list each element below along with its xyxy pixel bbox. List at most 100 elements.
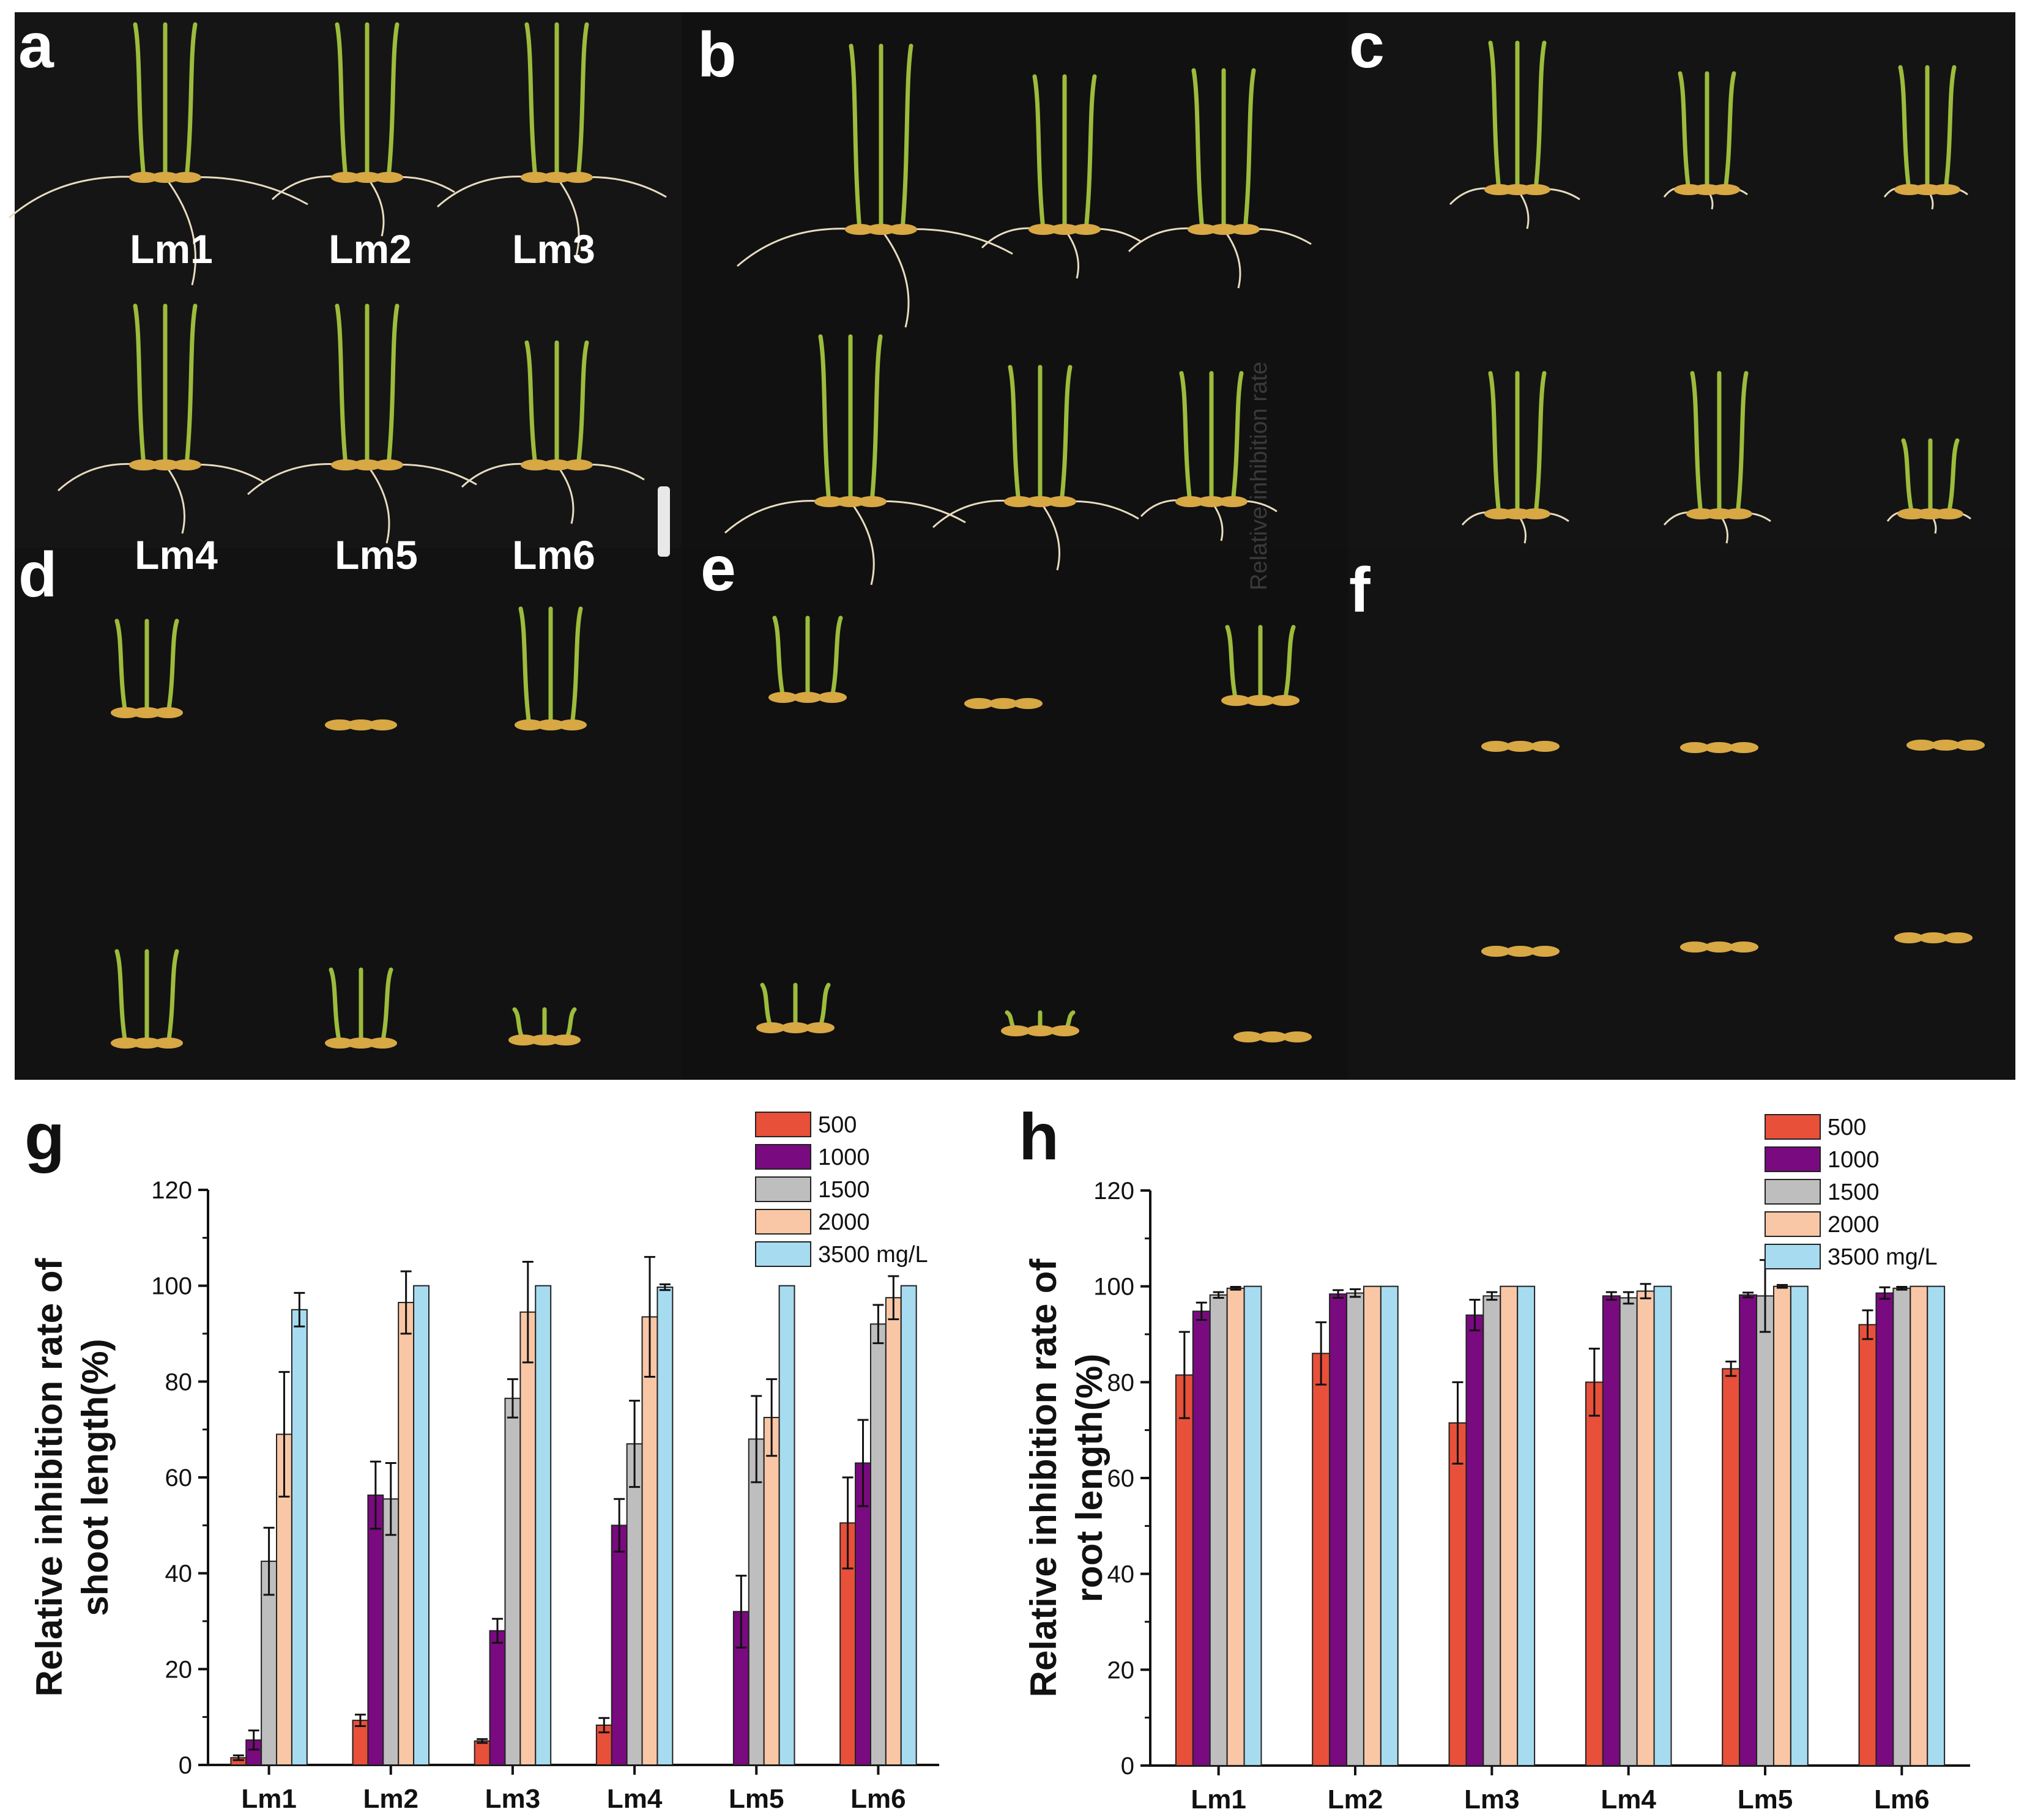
bar: [1500, 1285, 1519, 1766]
seed-grain: [1050, 224, 1079, 235]
seedling-group: [515, 606, 587, 730]
bar: [1192, 1310, 1211, 1766]
sample-label: Lm5: [335, 532, 418, 578]
seed-grain: [154, 1038, 183, 1049]
bar: [1448, 1422, 1467, 1766]
seedling-group: [436, 22, 667, 256]
y-tick-label: 40: [1107, 1561, 1135, 1588]
seed-grain: [1001, 1025, 1030, 1036]
panel-letter: h: [1019, 1099, 1059, 1173]
shoot-blade: [335, 303, 348, 467]
legend-swatch: [1765, 1179, 1821, 1205]
bar: [1585, 1381, 1604, 1767]
bar: [1209, 1294, 1228, 1766]
seedling-group: [1481, 741, 1560, 752]
seedling-group: [981, 74, 1142, 279]
bar: [489, 1630, 506, 1766]
panel-letter: e: [701, 533, 736, 604]
bar: [1772, 1285, 1791, 1766]
seed-grain: [1506, 946, 1535, 957]
seed-grain: [1004, 496, 1033, 507]
bar: [778, 1285, 795, 1766]
bar: [367, 1494, 384, 1766]
seed-grain: [521, 459, 550, 470]
shoot-blade: [184, 22, 198, 180]
legend: 500 1000 1500 2000 3500 mg/L: [1765, 1114, 1938, 1270]
seedling-group: [1481, 946, 1560, 957]
shoot-blade: [1179, 371, 1192, 504]
seedling-group: [1221, 625, 1300, 706]
shoot-blade: [1191, 68, 1205, 232]
seed-grain: [1209, 224, 1238, 235]
shoot-blade: [166, 949, 179, 1046]
seed-grain: [1282, 1031, 1312, 1042]
bar: [413, 1285, 430, 1766]
shoot-blade: [184, 303, 198, 467]
bar: [1465, 1314, 1484, 1766]
legend-label: 1500: [1828, 1179, 1880, 1205]
seedling-group: [57, 303, 264, 534]
shoot-blade: [1678, 71, 1691, 192]
seed-grain: [1047, 496, 1076, 507]
seed-grain: [1705, 742, 1734, 753]
seedling-group: [271, 22, 455, 237]
seed-grain: [1013, 698, 1043, 709]
legend-swatch: [1765, 1114, 1821, 1140]
seed-grain: [1025, 496, 1055, 507]
shoot-blade: [1230, 371, 1244, 504]
seed-grain: [857, 496, 887, 507]
seedling-group: [9, 22, 308, 286]
shoot-blade: [1690, 371, 1703, 516]
x-tick-label: Lm1: [1191, 1785, 1246, 1814]
bar: [1226, 1287, 1245, 1766]
x-tick-label: Lm2: [363, 1784, 418, 1814]
y-tick-label: 80: [1107, 1369, 1135, 1396]
bar: [641, 1316, 658, 1766]
seed-grain: [129, 172, 158, 183]
seed-grain: [814, 496, 844, 507]
seed-grain: [1729, 742, 1758, 753]
bar: [1482, 1295, 1501, 1767]
seed-grain: [845, 224, 874, 235]
seed-grain: [817, 692, 847, 703]
legend-swatch: [755, 1112, 811, 1137]
y-axis-title: Relative inhibition rate of: [1023, 1258, 1064, 1698]
seed-grain: [1680, 942, 1709, 953]
seed-grain: [1705, 942, 1734, 953]
sample-label: Lm3: [512, 226, 595, 272]
legend-swatch: [755, 1144, 811, 1170]
legend: 500 1000 1500 2000 3500 mg/L: [755, 1112, 928, 1268]
seed-grain: [1071, 224, 1101, 235]
bar: [1312, 1353, 1331, 1767]
bar: [748, 1438, 765, 1766]
shoot-blade: [335, 22, 348, 180]
shoot-blade: [1032, 74, 1046, 232]
shoot-blade: [869, 334, 883, 504]
legend-swatch: [755, 1176, 811, 1202]
seed-grain: [563, 172, 593, 183]
photo-tile: [682, 548, 1348, 1080]
seed-grain: [325, 719, 354, 730]
panel-letter: a: [18, 10, 54, 81]
bar: [1619, 1297, 1638, 1766]
legend-label: 3500 mg/L: [1828, 1244, 1938, 1270]
photo-tile: [15, 12, 682, 548]
y-tick-label: 20: [165, 1656, 193, 1683]
seed-grain: [1188, 224, 1217, 235]
seedling-group: [1140, 371, 1278, 541]
x-tick-label: Lm3: [485, 1784, 540, 1814]
seedling-group: [508, 1007, 581, 1046]
legend-label: 1500: [818, 1177, 870, 1203]
shoot-blade: [1901, 438, 1914, 516]
bar: [626, 1443, 643, 1766]
bar: [869, 1323, 887, 1766]
shoot-blade: [1533, 40, 1547, 192]
x-tick-label: Lm1: [241, 1784, 296, 1814]
x-tick-label: Lm3: [1464, 1785, 1519, 1814]
bar: [1636, 1290, 1655, 1766]
seed-grain: [132, 707, 162, 718]
seed-grain: [805, 1022, 835, 1033]
seed-grain: [346, 719, 376, 730]
seed-grain: [536, 719, 565, 730]
